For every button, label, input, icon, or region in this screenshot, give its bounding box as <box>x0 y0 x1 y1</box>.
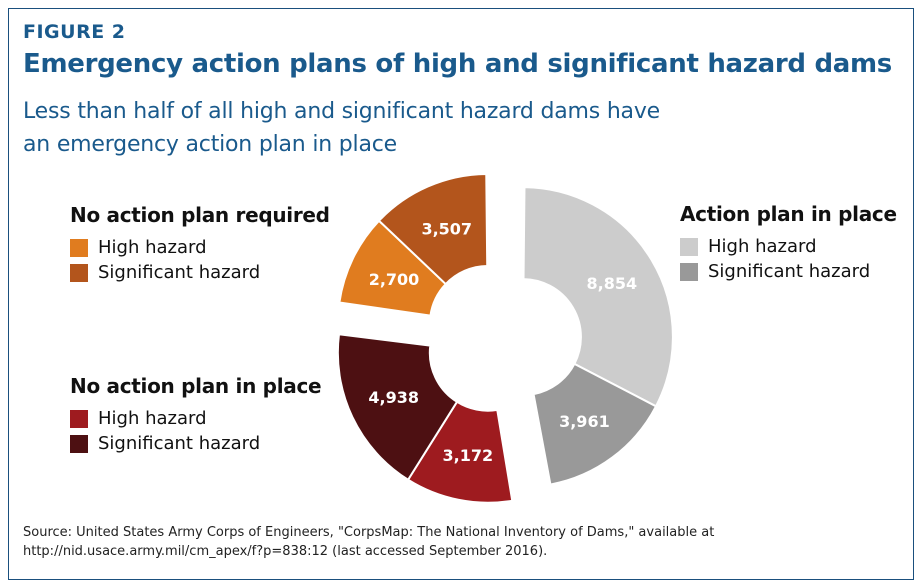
legend-item: High hazard <box>70 235 330 260</box>
donut-slice <box>522 186 674 408</box>
legend-item: Significant hazard <box>680 259 897 284</box>
legend-swatch <box>70 263 88 282</box>
donut-slice <box>377 172 489 286</box>
chart-title: Emergency action plans of high and signi… <box>23 49 892 79</box>
slice-value-label: 3,172 <box>443 446 494 465</box>
slice-value-label: 4,938 <box>368 388 419 407</box>
figure-frame: FIGURE 2 Emergency action plans of high … <box>8 8 914 580</box>
donut-group: 8,854 3,961 <box>522 186 674 486</box>
legend-item: High hazard <box>680 234 897 259</box>
legend-item: Significant hazard <box>70 431 321 456</box>
legend-label: Significant hazard <box>98 433 261 454</box>
legend-swatch <box>70 434 88 453</box>
legend-swatch <box>680 262 698 281</box>
legend-item: High hazard <box>70 406 321 431</box>
legend-label: High hazard <box>98 237 207 258</box>
donut-group: 2,700 3,507 <box>338 172 489 317</box>
legend-swatch <box>70 409 88 428</box>
slice-value-label: 3,507 <box>421 219 472 238</box>
donut-chart: 8,854 3,961 3,172 4,938 2,700 3,507 <box>336 172 674 504</box>
donut-slice <box>532 362 658 486</box>
legend-no-plan-in-place: No action plan in place High hazard Sign… <box>70 374 322 456</box>
chart-subtitle: Less than half of all high and significa… <box>23 99 660 157</box>
legend-swatch <box>70 238 88 257</box>
legend-title: No action plan required <box>70 203 330 227</box>
legend-label: Significant hazard <box>708 261 871 282</box>
source-note: Source: United States Army Corps of Engi… <box>23 525 715 559</box>
legend-label: Significant hazard <box>98 262 261 283</box>
legend-label: High hazard <box>98 408 207 429</box>
slice-value-label: 2,700 <box>369 270 420 289</box>
donut-group: 3,172 4,938 <box>336 333 514 504</box>
legend-plan-in-place: Action plan in place High hazard Signifi… <box>680 202 897 284</box>
legend-no-plan-required: No action plan required High hazard Sign… <box>70 203 330 285</box>
slice-value-label: 3,961 <box>559 412 610 431</box>
legend-title: Action plan in place <box>680 202 897 226</box>
legend-label: High hazard <box>708 236 817 257</box>
figure-label: FIGURE 2 <box>23 21 126 43</box>
legend-item: Significant hazard <box>70 260 330 285</box>
slice-value-label: 8,854 <box>587 274 638 293</box>
legend-swatch <box>680 237 698 256</box>
donut-slice <box>336 333 459 482</box>
legend-title: No action plan in place <box>70 374 322 398</box>
